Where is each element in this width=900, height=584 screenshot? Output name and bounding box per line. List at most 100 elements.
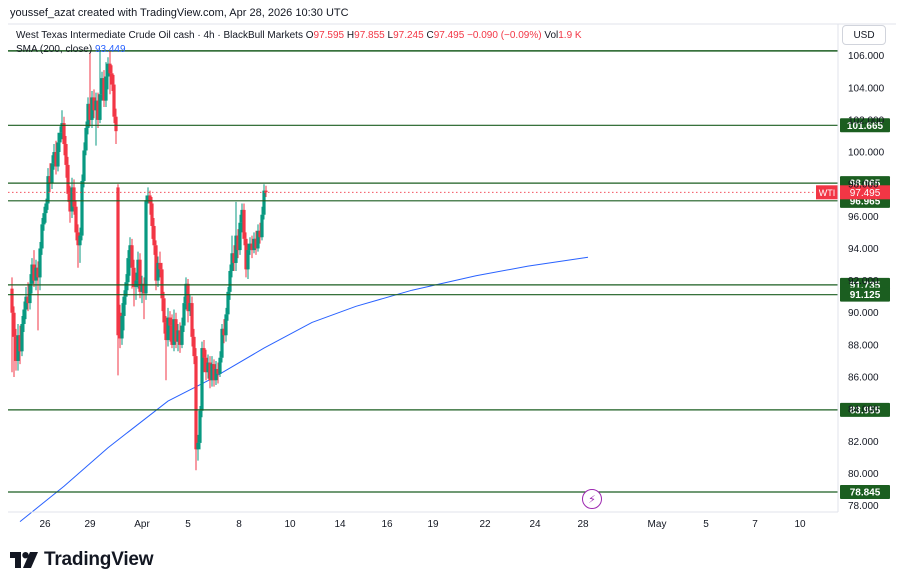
level-badge: [840, 484, 890, 499]
candle: [244, 232, 248, 278]
candle-body: [206, 362, 210, 373]
candle: [150, 197, 154, 239]
candle-body: [188, 303, 192, 312]
candle: [204, 349, 208, 381]
candle: [178, 322, 182, 353]
candle: [112, 74, 116, 124]
candle: [192, 328, 196, 365]
candle-body: [22, 309, 26, 324]
candle-body: [192, 336, 196, 357]
level-badge: [840, 402, 890, 417]
logo-text: TradingView: [44, 549, 154, 570]
close-label: C: [426, 30, 434, 41]
candle-body: [204, 357, 208, 373]
level-line-group[interactable]: 78.845: [8, 484, 890, 499]
candle-body: [264, 190, 268, 193]
candle: [216, 362, 220, 384]
candle-body: [64, 144, 68, 165]
lightning-icon[interactable]: ⚡: [582, 489, 602, 509]
x-tick-label: 7: [752, 519, 758, 530]
candle: [30, 258, 34, 294]
candle-body: [58, 132, 62, 143]
candle-body: [142, 283, 146, 294]
sma-value: 93.449: [94, 44, 126, 55]
candle: [20, 315, 24, 357]
candle: [22, 301, 26, 333]
candle-body: [244, 238, 248, 270]
candle: [188, 295, 192, 316]
candle-body: [236, 235, 240, 251]
candle: [206, 354, 210, 379]
candle-body: [254, 238, 258, 249]
symbol-badge-label: WTI: [819, 188, 836, 198]
candle: [214, 360, 218, 386]
level-line-group[interactable]: 96.965: [8, 193, 890, 208]
candle: [180, 317, 184, 349]
candle-body: [258, 230, 262, 238]
candle-body: [230, 253, 234, 271]
currency-button[interactable]: USD: [842, 25, 886, 45]
x-tick-label: 5: [703, 519, 709, 530]
candle: [56, 132, 60, 172]
candle: [128, 237, 132, 276]
candle-body: [232, 253, 236, 263]
candle-body: [122, 296, 126, 316]
level-badge-label: 78.845: [850, 487, 881, 498]
candle: [38, 242, 42, 291]
candle: [240, 203, 244, 233]
level-line-group[interactable]: 101.665: [8, 118, 890, 133]
candle: [64, 135, 68, 178]
sma-legend[interactable]: SMA (200, close) 93.449: [16, 44, 126, 55]
candle: [52, 144, 56, 170]
candle-body: [108, 63, 112, 74]
level-line-group[interactable]: 98.065: [8, 176, 890, 191]
candle: [100, 71, 104, 101]
candle: [44, 198, 48, 223]
candle: [144, 195, 148, 300]
level-badge-label: 91.735: [850, 280, 881, 291]
candle: [236, 229, 240, 259]
candle: [80, 174, 84, 241]
candle: [186, 279, 190, 323]
candle: [58, 126, 62, 153]
candle-body: [118, 312, 122, 339]
candle-body: [170, 325, 174, 345]
open-value: 97.595: [313, 30, 345, 41]
candle: [168, 311, 172, 342]
candle: [218, 351, 222, 378]
candle-body: [216, 368, 220, 374]
candle: [48, 163, 52, 193]
candle-body: [210, 364, 214, 381]
x-tick-label: 26: [39, 519, 51, 530]
candle: [86, 97, 90, 135]
candle: [46, 168, 50, 210]
candle: [182, 296, 186, 333]
candle-body: [248, 243, 252, 251]
candle: [16, 323, 20, 371]
candle: [96, 92, 100, 128]
candle-body: [242, 209, 246, 239]
candle-body: [120, 315, 124, 339]
y-tick-label: 102.000: [848, 115, 885, 126]
level-line-group[interactable]: 83.955: [8, 402, 890, 417]
candle: [76, 224, 80, 268]
candle: [166, 307, 170, 347]
candle: [98, 50, 102, 124]
level-badge-label: 91.125: [850, 290, 881, 301]
candle-body: [14, 336, 18, 361]
candle: [24, 287, 28, 320]
candle-body: [18, 335, 22, 352]
candle-body: [86, 103, 90, 128]
candle: [242, 203, 246, 246]
candle-body: [32, 264, 36, 281]
y-tick-label: 94.000: [848, 244, 879, 255]
symbol-legend[interactable]: West Texas Intermediate Crude Oil cash ·…: [16, 30, 582, 41]
candle-body: [262, 190, 266, 215]
candle-body: [178, 330, 182, 345]
level-line-group[interactable]: 91.125: [8, 287, 890, 302]
candle: [124, 274, 128, 305]
candle-body: [54, 152, 58, 167]
candle: [160, 262, 164, 312]
